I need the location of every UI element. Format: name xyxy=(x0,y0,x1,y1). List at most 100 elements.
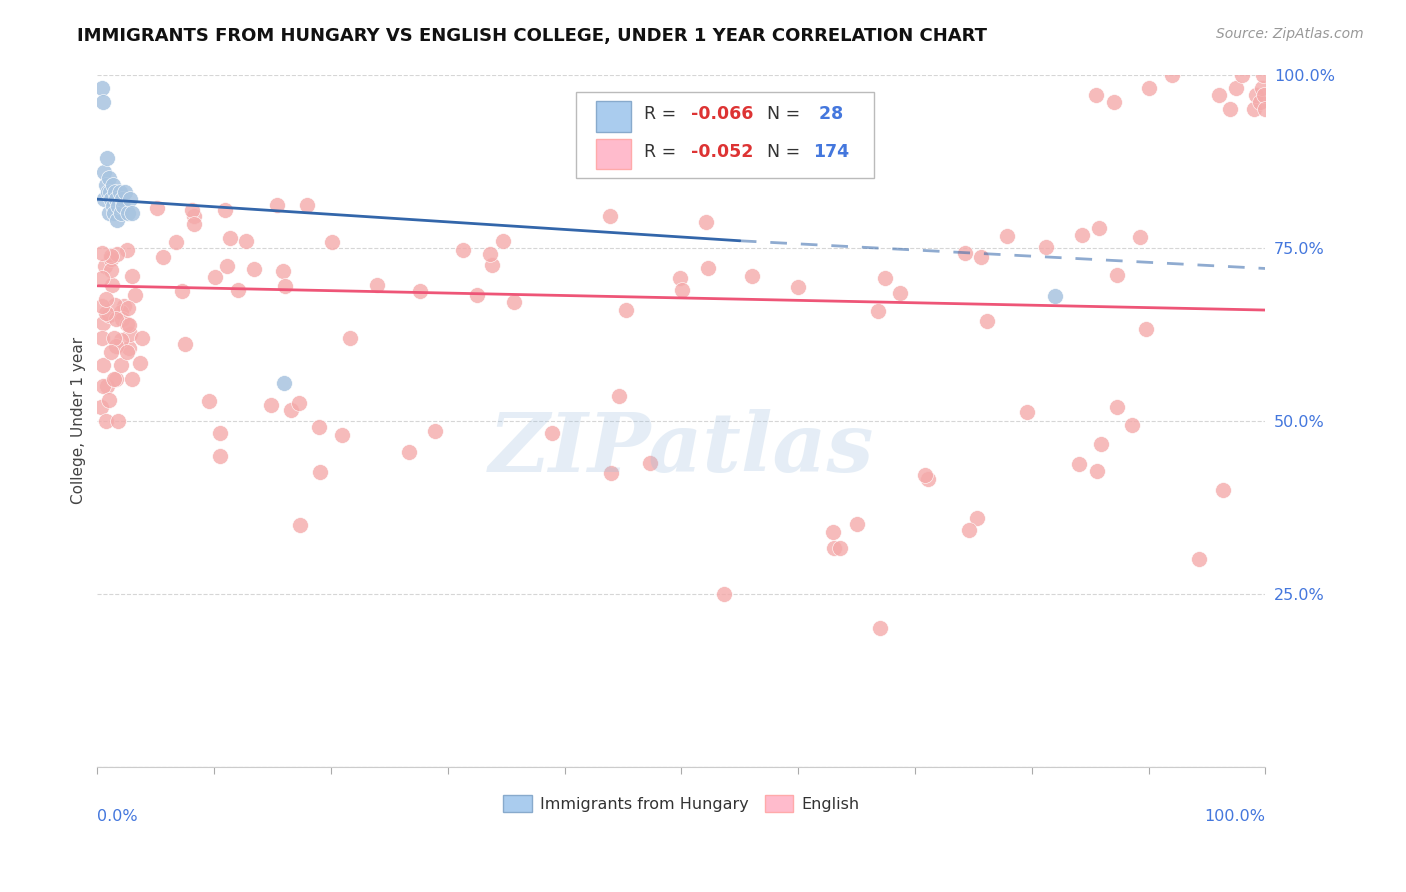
Point xyxy=(209,449,232,463)
Point xyxy=(823,525,845,540)
Point xyxy=(105,192,128,206)
Point xyxy=(93,164,115,178)
Point xyxy=(121,372,143,386)
Point xyxy=(91,95,114,110)
Point xyxy=(1251,81,1274,95)
Point xyxy=(108,186,131,200)
Text: 28: 28 xyxy=(814,105,844,123)
Point xyxy=(131,331,153,345)
Point xyxy=(1121,418,1143,433)
Point xyxy=(1249,95,1271,110)
Point xyxy=(91,271,114,285)
Point xyxy=(111,312,134,326)
Point xyxy=(103,206,125,220)
Point xyxy=(121,268,143,283)
Text: -0.066: -0.066 xyxy=(690,105,754,123)
Point xyxy=(966,510,988,524)
Point xyxy=(423,425,446,439)
Point xyxy=(1107,401,1129,415)
Point xyxy=(107,414,129,428)
Point xyxy=(976,314,998,328)
Point xyxy=(959,523,981,537)
Point xyxy=(669,270,692,285)
Point xyxy=(321,235,343,250)
Point xyxy=(1254,102,1277,116)
Point xyxy=(1085,88,1108,103)
Text: -0.052: -0.052 xyxy=(690,143,754,161)
Point xyxy=(152,250,174,264)
Point xyxy=(181,202,204,217)
Point xyxy=(90,331,112,345)
Point xyxy=(1107,268,1129,283)
Point xyxy=(100,263,122,277)
Point xyxy=(165,235,187,249)
Point xyxy=(183,217,205,231)
Point xyxy=(91,379,114,393)
Point xyxy=(121,206,143,220)
Text: IMMIGRANTS FROM HUNGARY VS ENGLISH COLLEGE, UNDER 1 YEAR CORRELATION CHART: IMMIGRANTS FROM HUNGARY VS ENGLISH COLLE… xyxy=(77,27,987,45)
Point xyxy=(273,376,295,390)
Point xyxy=(274,279,297,293)
Point xyxy=(502,294,524,309)
Text: N =: N = xyxy=(766,143,806,161)
Point xyxy=(91,316,114,330)
Point xyxy=(308,420,330,434)
Point xyxy=(671,283,693,297)
Point xyxy=(112,199,135,213)
Point xyxy=(214,202,236,217)
FancyBboxPatch shape xyxy=(576,92,875,178)
Point xyxy=(1043,289,1066,303)
Point xyxy=(111,192,134,206)
Text: Source: ZipAtlas.com: Source: ZipAtlas.com xyxy=(1216,27,1364,41)
Point xyxy=(110,206,132,220)
Point xyxy=(830,541,852,556)
Point xyxy=(288,395,311,409)
Point xyxy=(953,245,976,260)
Point xyxy=(107,199,129,213)
Point xyxy=(104,298,127,312)
Point xyxy=(146,201,169,215)
Point xyxy=(124,288,146,302)
Point xyxy=(889,285,911,300)
Point xyxy=(1129,230,1152,244)
Point xyxy=(260,399,283,413)
Point xyxy=(100,344,122,359)
Legend: Immigrants from Hungary, English: Immigrants from Hungary, English xyxy=(496,789,866,818)
Point xyxy=(970,250,993,264)
Point xyxy=(120,192,142,206)
Point xyxy=(174,337,197,351)
Point xyxy=(1251,68,1274,82)
Point xyxy=(204,269,226,284)
Point xyxy=(115,344,138,359)
Point xyxy=(104,312,127,326)
Point xyxy=(117,318,139,333)
Point xyxy=(101,277,124,292)
Point xyxy=(96,151,118,165)
Point xyxy=(914,468,936,483)
Point xyxy=(1212,483,1234,498)
Point xyxy=(100,192,122,206)
Point xyxy=(114,186,136,200)
Point xyxy=(1035,240,1057,254)
Point xyxy=(105,247,128,261)
Point xyxy=(94,292,117,306)
Point xyxy=(638,456,661,470)
Point xyxy=(1090,437,1112,451)
Point xyxy=(607,389,630,403)
Point xyxy=(273,264,295,278)
Point xyxy=(917,472,939,486)
Point xyxy=(100,249,122,263)
Point xyxy=(1225,81,1247,95)
Point xyxy=(90,300,112,314)
Point xyxy=(1253,88,1275,103)
Text: ZIPatlas: ZIPatlas xyxy=(489,409,875,489)
Point xyxy=(91,246,114,260)
Point xyxy=(1219,102,1241,116)
Point xyxy=(696,260,718,275)
Point xyxy=(481,258,503,272)
Point xyxy=(98,171,121,186)
Point xyxy=(408,285,430,299)
Point xyxy=(105,372,128,386)
Point xyxy=(101,199,124,213)
Point xyxy=(235,234,257,248)
